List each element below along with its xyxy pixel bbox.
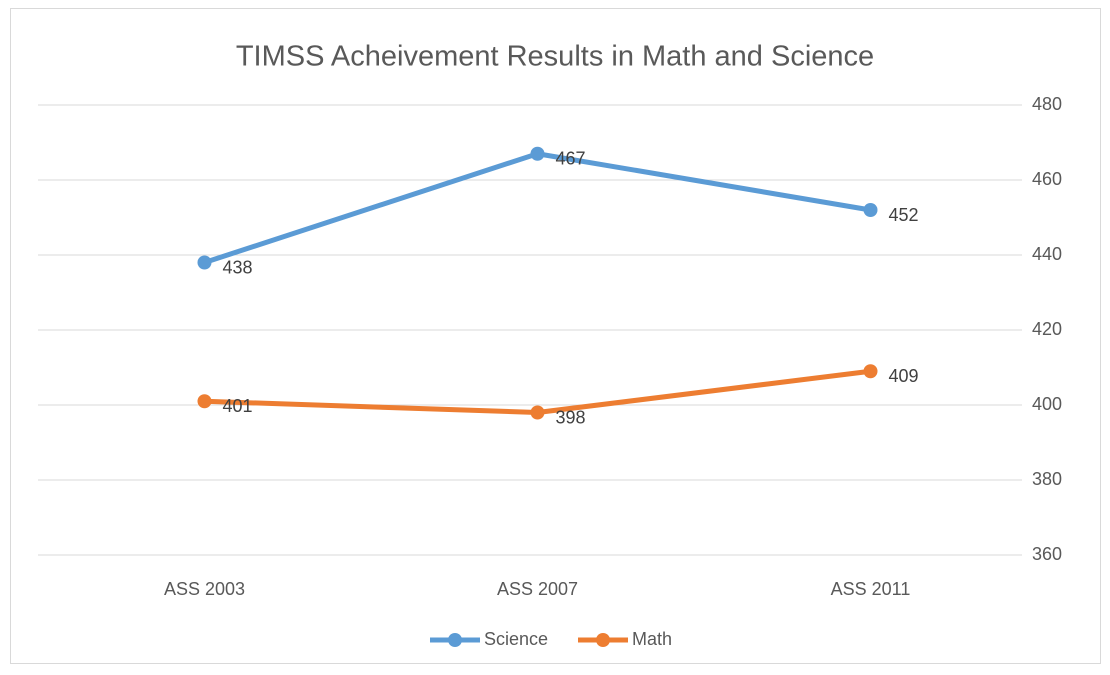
chart-title: TIMSS Acheivement Results in Math and Sc… (236, 41, 874, 73)
legend-label: Science (484, 629, 548, 649)
data-point (530, 405, 545, 420)
data-label: 452 (889, 205, 919, 225)
data-label: 398 (556, 407, 586, 427)
data-point (197, 394, 212, 409)
y-tick-label: 460 (1032, 169, 1062, 189)
x-tick-label: ASS 2007 (497, 579, 578, 599)
data-label: 467 (556, 149, 586, 169)
data-label: 438 (223, 257, 253, 277)
data-point (197, 255, 212, 270)
y-tick-label: 380 (1032, 469, 1062, 489)
x-tick-label: ASS 2011 (831, 579, 911, 599)
legend-label: Math (632, 629, 672, 649)
legend-marker (596, 633, 610, 647)
chart-border (10, 8, 1101, 664)
data-point (863, 364, 878, 379)
data-point (530, 146, 545, 161)
y-tick-label: 440 (1032, 244, 1062, 264)
data-point (863, 203, 878, 217)
y-tick-label: 420 (1032, 319, 1062, 339)
data-label: 409 (889, 366, 919, 386)
y-tick-label: 480 (1032, 94, 1062, 114)
legend-marker (448, 633, 462, 647)
y-tick-label: 360 (1032, 544, 1062, 564)
x-tick-label: ASS 2003 (164, 579, 245, 599)
data-label: 401 (223, 396, 253, 416)
y-tick-label: 400 (1032, 394, 1062, 414)
